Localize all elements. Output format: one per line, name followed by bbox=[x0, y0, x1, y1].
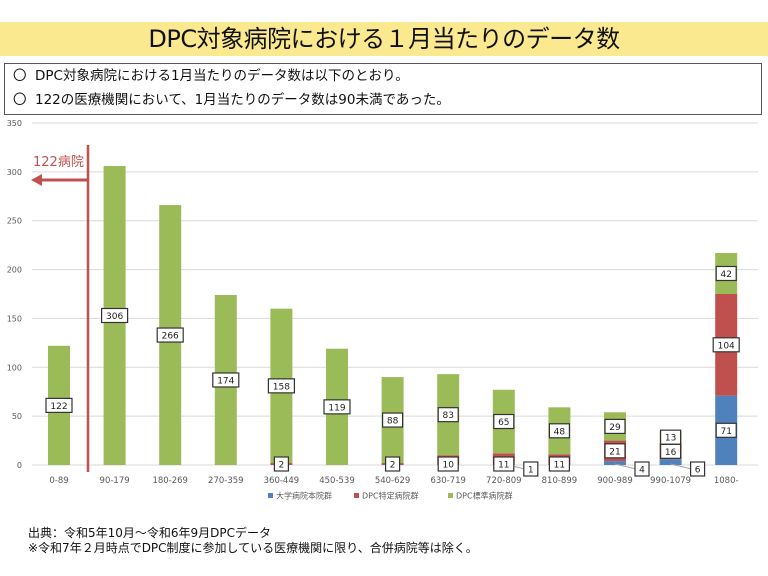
data-label: 29 bbox=[609, 423, 621, 433]
data-label: 119 bbox=[328, 403, 345, 413]
y-tick-label: 350 bbox=[7, 119, 22, 128]
data-label: 11 bbox=[554, 461, 565, 471]
x-tick-label: 180-269 bbox=[152, 476, 188, 486]
source-note: 出典：令和5年10月～令和6年9月DPCデータ bbox=[28, 526, 272, 540]
data-label: 83 bbox=[442, 411, 453, 421]
x-tick-label: 1080- bbox=[714, 476, 739, 486]
bar-segment bbox=[659, 459, 682, 465]
data-label: 71 bbox=[720, 427, 731, 437]
data-label-box bbox=[689, 461, 706, 477]
data-label: 158 bbox=[273, 382, 290, 392]
y-tick-label: 100 bbox=[7, 363, 22, 372]
data-label-box bbox=[715, 265, 737, 282]
data-label-box bbox=[382, 412, 404, 428]
data-label: 122 bbox=[50, 402, 67, 412]
data-label-box bbox=[523, 461, 539, 477]
scope-note: ※令和7年２月時点でDPC制度に参加している医療機関に限り、合併病院等は除く。 bbox=[28, 541, 478, 555]
data-label-box bbox=[385, 456, 401, 472]
data-label: 10 bbox=[442, 461, 454, 471]
data-label: 88 bbox=[387, 417, 399, 427]
data-label-box bbox=[604, 418, 626, 435]
legend-swatch bbox=[268, 493, 273, 498]
leader-line bbox=[614, 463, 637, 470]
x-tick-label: 90-179 bbox=[100, 476, 130, 486]
left-arrow-icon bbox=[31, 174, 42, 186]
data-label: 4 bbox=[639, 466, 645, 476]
x-tick-label: 900-989 bbox=[597, 476, 633, 486]
x-tick-label: 0-89 bbox=[49, 476, 68, 486]
y-tick-label: 0 bbox=[17, 461, 22, 470]
annotation-label: 122病院 bbox=[33, 155, 84, 170]
data-label: 48 bbox=[554, 427, 566, 437]
data-label: 1 bbox=[528, 466, 534, 476]
y-tick-label: 200 bbox=[7, 266, 22, 275]
legend-label: DPC標準病院群 bbox=[456, 491, 513, 501]
data-label-box bbox=[323, 399, 351, 415]
data-label: 266 bbox=[162, 332, 179, 342]
data-label: 174 bbox=[217, 376, 234, 386]
data-label-box bbox=[548, 423, 571, 439]
data-label-box bbox=[100, 307, 129, 324]
data-label: 2 bbox=[390, 461, 396, 471]
legend-swatch bbox=[448, 493, 453, 498]
data-label: 306 bbox=[106, 312, 123, 322]
bar-segment bbox=[604, 461, 626, 465]
data-label-box bbox=[156, 327, 184, 343]
data-label-box bbox=[493, 456, 515, 472]
data-label-box bbox=[548, 456, 571, 472]
x-tick-label: 630-719 bbox=[430, 476, 466, 486]
legend-swatch bbox=[354, 493, 359, 498]
data-label-box bbox=[437, 407, 459, 423]
data-label: 16 bbox=[665, 448, 677, 458]
summary-text: 122の医療機関において、1月当たりのデータ数は90未満であった。 bbox=[35, 92, 450, 108]
data-label: 104 bbox=[718, 341, 735, 351]
data-label-box bbox=[634, 461, 650, 477]
leader-line bbox=[670, 463, 692, 470]
legend-label: 大学病院本院群 bbox=[276, 491, 332, 501]
footer-notes: 出典：令和5年10月～令和6年9月DPCデータ ※令和7年２月時点でDPC制度に… bbox=[28, 526, 478, 556]
data-label-box bbox=[604, 443, 626, 459]
data-label-box bbox=[493, 413, 515, 430]
data-label-box bbox=[715, 422, 737, 438]
y-tick-label: 250 bbox=[7, 217, 22, 226]
x-tick-label: 810-899 bbox=[542, 476, 578, 486]
y-tick-label: 300 bbox=[7, 168, 22, 177]
data-label: 65 bbox=[498, 418, 509, 428]
data-label: 6 bbox=[695, 466, 701, 476]
data-label: 13 bbox=[665, 434, 676, 444]
x-tick-label: 450-539 bbox=[319, 476, 355, 486]
data-label-box bbox=[659, 429, 682, 445]
x-tick-label: 270-359 bbox=[208, 476, 244, 486]
y-tick-label: 50 bbox=[12, 412, 22, 421]
y-tick-label: 150 bbox=[7, 314, 22, 323]
legend-label: DPC特定病院群 bbox=[362, 491, 419, 501]
data-label: 21 bbox=[609, 447, 620, 457]
circle-marker-icon: 〇 bbox=[13, 92, 27, 108]
data-label-box bbox=[45, 397, 73, 413]
summary-line-1: 〇 DPC対象病院における1月当たりのデータ数は以下のとおり。 bbox=[5, 64, 761, 88]
data-label-box bbox=[273, 456, 289, 472]
summary-box: 〇 DPC対象病院における1月当たりのデータ数は以下のとおり。 〇 122の医療機関… bbox=[4, 63, 762, 115]
page-title: DPC対象病院における１月当たりのデータ数 bbox=[0, 22, 768, 56]
x-tick-label: 990-1079 bbox=[650, 476, 691, 486]
x-tick-label: 360-449 bbox=[264, 476, 300, 486]
data-label-box bbox=[212, 372, 240, 388]
data-label-box bbox=[437, 456, 459, 472]
summary-line-2: 〇 122の医療機関において、1月当たりのデータ数は90未満であった。 bbox=[5, 88, 761, 112]
data-label: 2 bbox=[279, 461, 285, 471]
data-label-box bbox=[267, 378, 295, 394]
x-tick-label: 540-629 bbox=[375, 476, 411, 486]
circle-marker-icon: 〇 bbox=[13, 68, 27, 84]
data-label-box bbox=[712, 337, 740, 353]
summary-text: DPC対象病院における1月当たりのデータ数は以下のとおり。 bbox=[35, 68, 409, 84]
data-label: 42 bbox=[720, 270, 731, 280]
x-tick-label: 720-809 bbox=[486, 476, 522, 486]
data-label: 11 bbox=[498, 461, 509, 471]
